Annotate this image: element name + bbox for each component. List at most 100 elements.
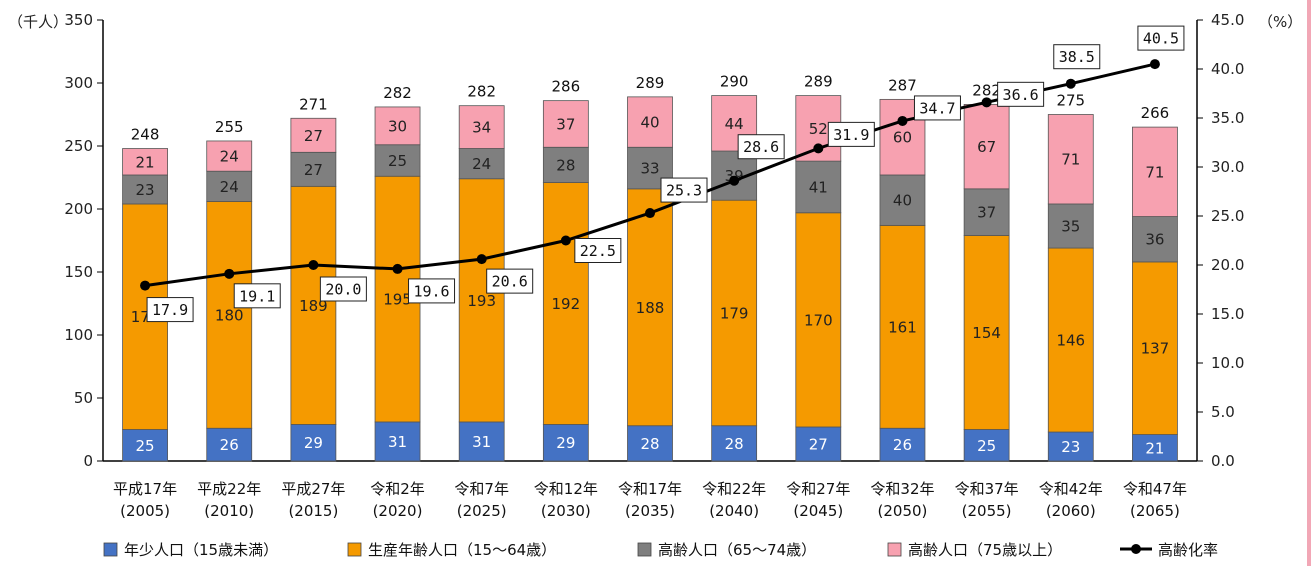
right-tick-label: 20.0 [1211,256,1244,274]
bar-segment-label: 188 [636,299,665,317]
legend-label: 高齢化率 [1158,541,1218,559]
bar-segment-label: 37 [556,115,575,133]
bar-total-label: 289 [636,74,665,92]
category-year-label: (2055) [962,502,1012,520]
legend-swatch-children [103,542,118,557]
bar-total-label: 282 [467,83,496,101]
bar-segment-label: 36 [1145,231,1164,249]
aging-rate-label-box [1137,25,1185,51]
aging-rate-label: 19.1 [239,287,275,305]
bar-segment-label: 26 [893,436,912,454]
category-era-label: 平成22年 [197,480,261,498]
aging-rate-point [981,97,992,108]
legend-swatch-elderly_65_74 [637,542,652,557]
bar-segment-label: 193 [467,292,496,310]
right-tick-label: 5.0 [1211,403,1235,421]
bar-segment-label: 192 [552,295,581,313]
bar-segment-children [374,421,421,462]
bar-segment-label: 25 [977,437,996,455]
bar-total-label: 289 [804,73,833,91]
bar-segment-label: 26 [220,436,239,454]
right-tick-label: 10.0 [1211,354,1244,372]
aging-rate-label: 34.7 [919,99,955,117]
legend: 年少人口（15歳未満） 生産年齢人口（15～64歳） 高齢人口（65～74歳） 高齢人… [103,541,1218,559]
bar-segment-label: 28 [556,156,575,174]
category-year-label: (2050) [878,502,928,520]
bar-segment-label: 31 [388,433,407,451]
bar-segment-label: 44 [725,115,744,133]
bar-total-label: 248 [131,126,160,144]
bar-segment-elderly_65_74 [963,188,1010,236]
bar-segment-label: 27 [304,161,323,179]
category-year-label: (2045) [793,502,843,520]
legend-label: 高齢人口（75歳以上） [908,541,1062,559]
bar-segment-children [1132,434,1178,462]
category-year-label: (2020) [373,502,423,520]
bar-segment-elderly_65_74 [1047,203,1094,249]
bar-segment-label: 195 [383,291,412,309]
bar-segment-elderly_75_plus [122,148,168,176]
bar-segment-label: 60 [893,129,912,147]
bar-segment-label: 29 [556,434,575,452]
bar-segment-label: 71 [1061,151,1080,169]
bar-segment-label: 23 [136,181,155,199]
bar-segment-label: 33 [640,160,659,178]
aging-rate-label-box [319,276,367,302]
bar-segment-working [290,185,337,425]
right-tick-label: 40.0 [1211,60,1244,78]
bar-segment-children [458,421,505,462]
left-tick-label: 300 [64,74,93,92]
right-tick-label: 30.0 [1211,158,1244,176]
bar-segment-working [711,199,758,427]
aging-rate-label-box [408,278,456,304]
aging-rate-point [897,115,908,126]
aging-rate-label-box [233,283,281,309]
category-era-label: 令和22年 [702,480,766,498]
bar-segment-children [963,429,1010,462]
bar-segment-label: 37 [977,204,996,222]
legend-swatch-working [347,542,362,557]
category-year-label: (2060) [1046,502,1096,520]
category-year-label: (2015) [288,502,338,520]
category-year-label: (2030) [541,502,591,520]
legend-label: 年少人口（15歳未満） [124,541,278,559]
bar-segment-elderly_65_74 [206,170,253,202]
bar-segment-children [290,424,337,462]
category-era-label: 令和7年 [454,480,509,498]
bar-segment-label: 25 [136,437,155,455]
category-year-label: (2005) [120,502,170,520]
right-axis-unit: （%） [1258,13,1302,31]
category-era-label: 令和27年 [786,480,850,498]
aging-rate-label-box [146,297,194,323]
aging-rate-label-box [660,177,708,203]
right-tick-label: 25.0 [1211,207,1244,225]
category-year-label: (2065) [1130,502,1180,520]
bar-segment-label: 146 [1056,332,1085,350]
bar-segment-label: 40 [893,192,912,210]
aging-rate-label-box [913,95,961,121]
left-tick-label: 200 [64,200,93,218]
aging-rate-point [476,254,487,265]
right-tick-label: 0.0 [1211,452,1235,470]
legend-line-marker [1131,544,1141,554]
right-tick-label: 45.0 [1211,11,1244,29]
bar-segment-elderly_75_plus [374,106,421,146]
category-era-label: 令和47年 [1123,480,1187,498]
category-era-label: 令和42年 [1039,480,1103,498]
legend-swatch-elderly_75_plus [887,542,902,557]
bar-total-label: 286 [552,78,581,96]
bar-segment-label: 25 [388,152,407,170]
aging-rate-label: 25.3 [666,182,702,200]
bar-segment-working [963,235,1010,430]
left-tick-label: 250 [64,137,93,155]
bar-segment-elderly_75_plus [1047,114,1094,205]
bar-segment-working [1047,247,1094,433]
bar-segment-label: 27 [304,127,323,145]
category-year-label: (2035) [625,502,675,520]
bar-segment-label: 28 [640,435,659,453]
bar-segment-label: 29 [304,434,323,452]
bar-total-label: 282 [972,81,1001,99]
aging-rate-label: 20.0 [325,281,361,299]
legend-label: 生産年齢人口（15～64歳） [368,541,556,559]
